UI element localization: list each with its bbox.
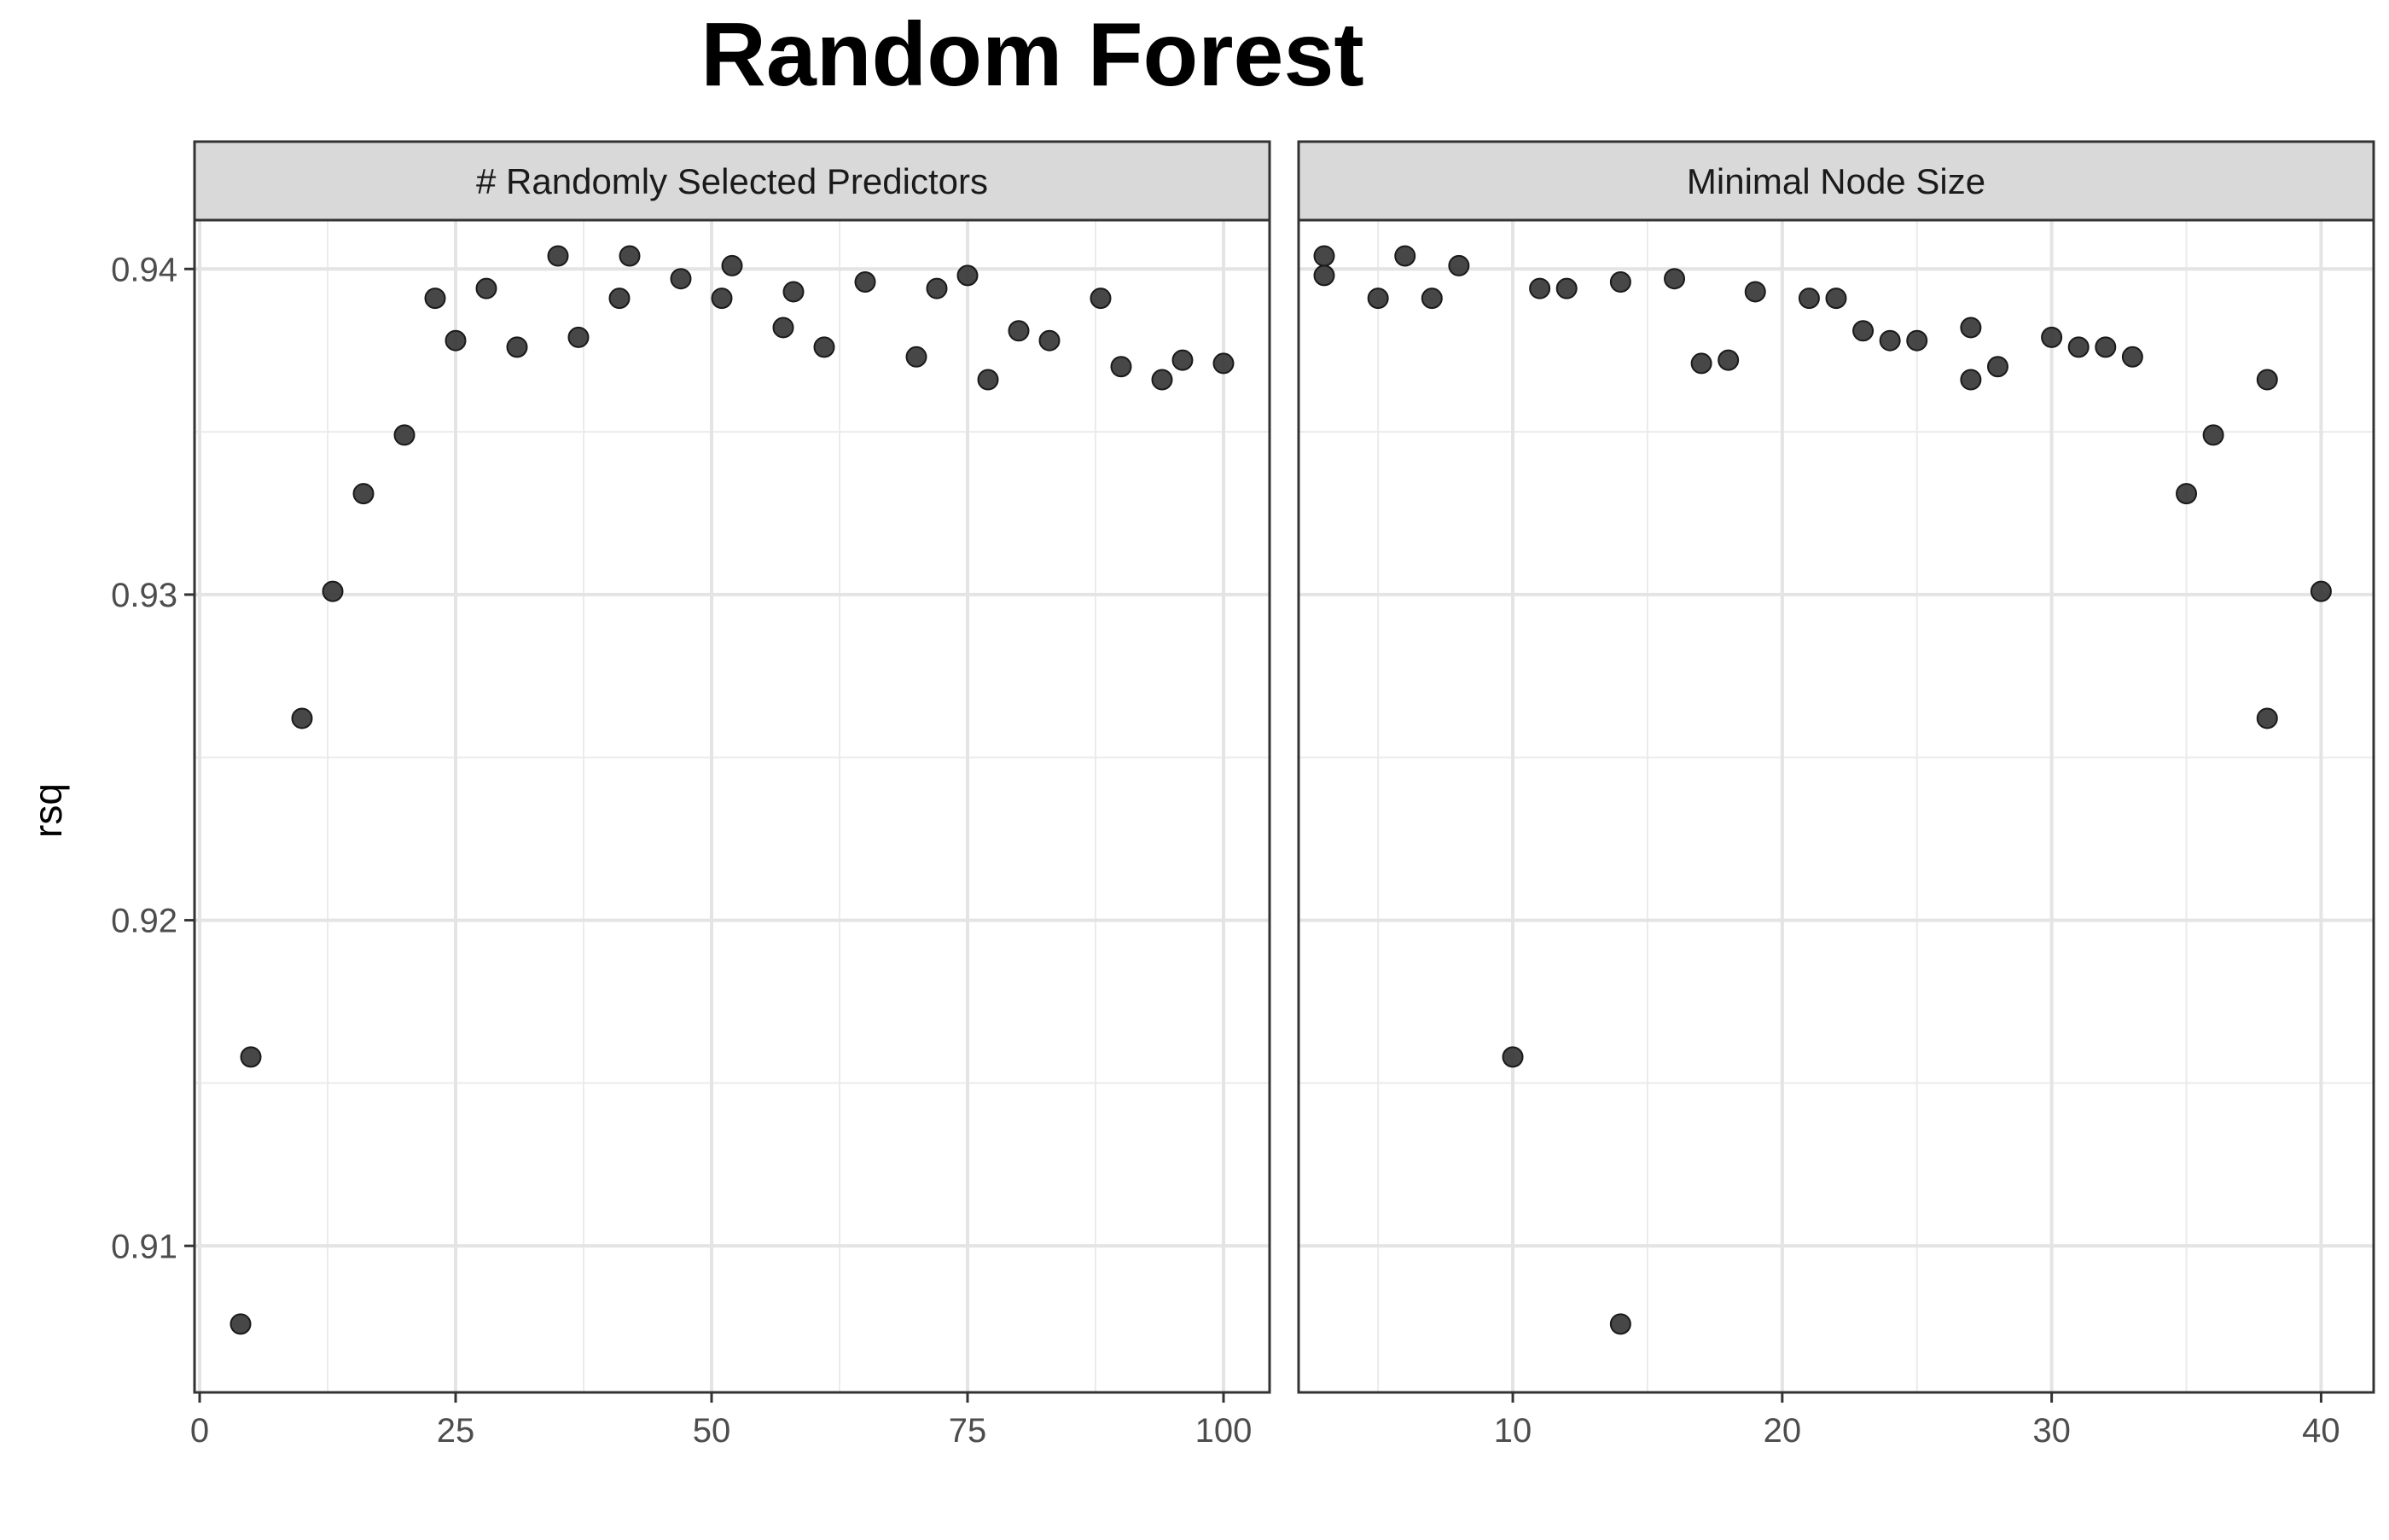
y-tick-label: 0.91 <box>111 1228 177 1265</box>
data-point <box>721 254 743 276</box>
data-point <box>475 277 497 299</box>
data-point <box>619 245 641 267</box>
data-point <box>2310 580 2332 602</box>
y-axis-label: rsq <box>26 783 70 838</box>
data-point <box>1609 271 1631 293</box>
data-point <box>1529 277 1551 299</box>
strip-label: Minimal Node Size <box>1687 161 1985 201</box>
data-point <box>424 288 446 310</box>
data-point <box>1825 288 1847 310</box>
data-point <box>445 329 467 352</box>
data-point <box>240 1046 262 1068</box>
data-point <box>322 580 344 602</box>
data-point <box>711 288 733 310</box>
panel-1: # Randomly Selected Predictors 0 25 50 75 100… <box>111 140 1271 1450</box>
data-point <box>1744 281 1766 303</box>
strip-label: # Randomly Selected Predictors <box>476 161 988 201</box>
data-point <box>1906 329 1928 352</box>
data-point <box>1110 356 1132 378</box>
y-tick-label: 0.94 <box>111 251 177 288</box>
panel-background <box>1299 220 2374 1392</box>
data-point <box>977 369 999 391</box>
data-point <box>291 707 313 729</box>
data-point <box>956 264 979 287</box>
data-point <box>1171 349 1194 371</box>
data-point <box>1690 352 1712 375</box>
panel-background <box>195 220 1270 1392</box>
data-point <box>1502 1046 1524 1068</box>
data-point <box>782 281 805 303</box>
data-point <box>1448 254 1470 276</box>
data-point <box>352 483 375 505</box>
data-point <box>1212 352 1235 375</box>
x-tick-label: 30 <box>2032 1412 2071 1450</box>
x-tick-label: 20 <box>1764 1412 1802 1450</box>
data-point <box>230 1313 252 1335</box>
data-point <box>854 271 876 293</box>
data-point <box>2121 346 2143 368</box>
data-point <box>2067 336 2090 358</box>
chart-title: Random Forest <box>700 4 1363 105</box>
x-tick-label: 100 <box>1195 1412 1253 1450</box>
x-tick-label: 10 <box>1494 1412 1532 1450</box>
x-tick-label: 40 <box>2302 1412 2340 1450</box>
data-point <box>1421 288 1443 310</box>
y-tick-label: 0.93 <box>111 577 177 614</box>
data-point <box>670 268 692 290</box>
data-point <box>1798 288 1820 310</box>
data-point <box>2041 326 2063 348</box>
y-tick-label: 0.92 <box>111 903 177 940</box>
data-point <box>608 288 631 310</box>
panel-2: Minimal Node Size 10 20 30 40 <box>1297 140 2375 1450</box>
data-point <box>1718 349 1740 371</box>
data-point <box>1367 288 1389 310</box>
data-point <box>1960 317 1982 339</box>
data-point <box>1852 320 1875 342</box>
data-point <box>772 317 794 339</box>
data-point <box>1090 288 1112 310</box>
data-point <box>2202 424 2224 446</box>
data-point <box>1394 245 1416 267</box>
data-point <box>1609 1313 1631 1335</box>
data-point <box>2095 336 2117 358</box>
data-point <box>1313 264 1335 287</box>
x-tick-label: 50 <box>693 1412 731 1450</box>
data-point <box>1313 245 1335 267</box>
x-tick-label: 25 <box>437 1412 475 1450</box>
data-point <box>567 326 590 348</box>
data-point <box>547 245 569 267</box>
data-point <box>2256 369 2278 391</box>
data-point <box>1879 329 1901 352</box>
strip-background <box>1297 140 2375 222</box>
data-point <box>2256 707 2278 729</box>
strip-background <box>193 140 1271 222</box>
data-point <box>905 346 927 368</box>
data-point <box>1008 320 1030 342</box>
x-tick-label: 75 <box>949 1412 987 1450</box>
data-point <box>1664 268 1686 290</box>
data-point <box>1960 369 1982 391</box>
data-point <box>813 336 835 358</box>
data-point <box>2176 483 2198 505</box>
data-point <box>393 424 416 446</box>
data-point <box>506 336 528 358</box>
data-point <box>1555 277 1578 299</box>
data-point <box>926 277 948 299</box>
x-tick-label: 0 <box>190 1412 209 1450</box>
data-point <box>1038 329 1061 352</box>
data-point <box>1986 356 2008 378</box>
data-point <box>1151 369 1173 391</box>
